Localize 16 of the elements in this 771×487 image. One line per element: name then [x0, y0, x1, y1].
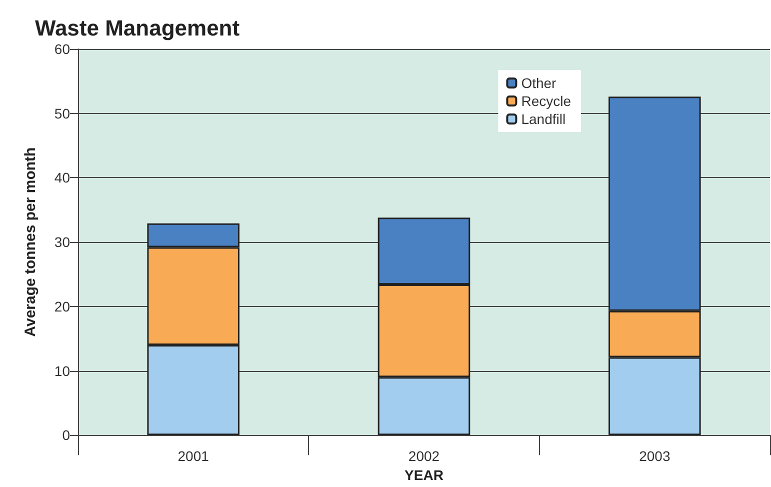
y-tick-label: 50	[54, 105, 70, 122]
chart-title: Waste Management	[35, 16, 240, 40]
y-axis-title: Average tonnes per month	[22, 147, 39, 337]
x-tick-label: 2002	[408, 448, 440, 464]
y-tick-label: 60	[54, 41, 70, 57]
y-tick-label: 40	[54, 170, 70, 186]
x-tick-label: 2003	[639, 448, 670, 464]
x-axis-title: YEAR	[404, 467, 444, 483]
legend-label: Landfill	[521, 111, 566, 127]
y-tick-label: 10	[54, 362, 70, 379]
legend-label: Recycle	[521, 93, 572, 109]
y-tick-label: 20	[54, 298, 70, 314]
y-tick-label: 0	[62, 427, 70, 444]
legend-label: Other	[521, 75, 557, 91]
y-tick-label: 30	[54, 234, 70, 250]
x-tick-label: 2001	[178, 448, 210, 464]
